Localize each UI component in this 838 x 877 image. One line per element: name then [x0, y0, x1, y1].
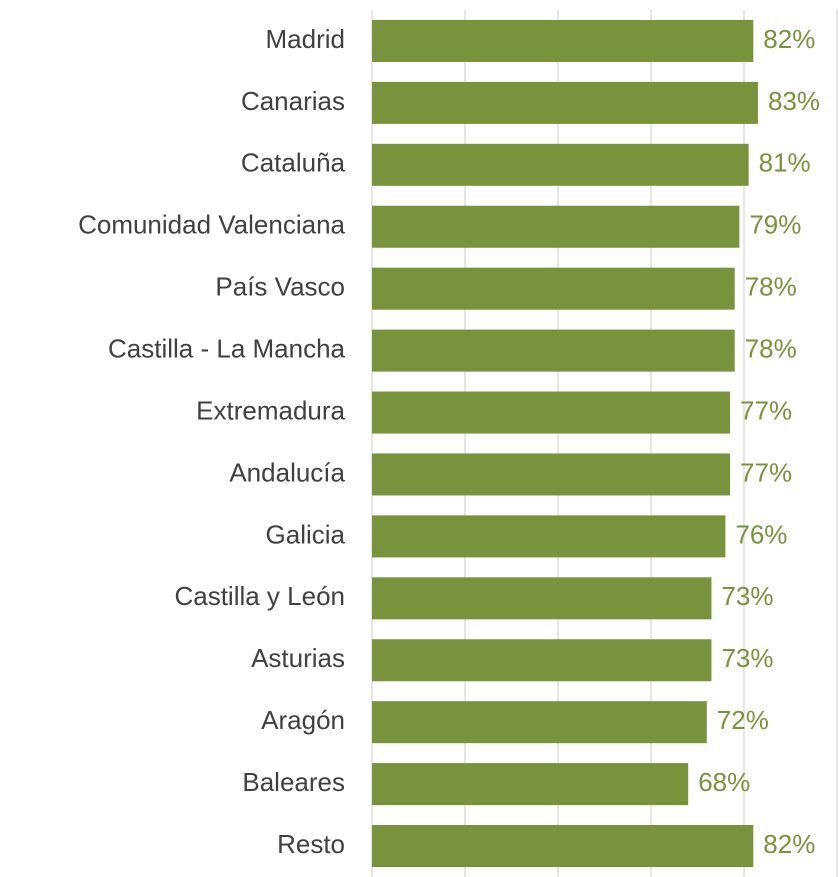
- category-label: Madrid: [266, 24, 345, 54]
- bar: [372, 577, 712, 620]
- bar: [372, 81, 758, 124]
- bar: [372, 205, 740, 248]
- bar: [372, 19, 754, 62]
- value-label: 78%: [745, 333, 797, 363]
- bar: [372, 639, 712, 682]
- value-label: 72%: [717, 705, 769, 735]
- bar: [372, 701, 707, 744]
- category-label: Asturias: [251, 643, 345, 673]
- bar: [372, 329, 735, 372]
- bar: [372, 267, 735, 310]
- value-label: 78%: [745, 272, 797, 302]
- value-label: 73%: [721, 581, 773, 611]
- category-label: Castilla - La Mancha: [108, 333, 346, 363]
- value-label: 83%: [768, 86, 820, 116]
- bar: [372, 825, 754, 868]
- category-label: Castilla y León: [174, 581, 345, 611]
- category-label: Galicia: [266, 519, 346, 549]
- category-label: País Vasco: [215, 272, 345, 302]
- category-label: Baleares: [242, 767, 345, 797]
- value-label: 77%: [740, 395, 792, 425]
- category-label: Resto: [277, 829, 345, 859]
- category-label: Canarias: [241, 86, 345, 116]
- value-label: 82%: [763, 829, 815, 859]
- category-label: Comunidad Valenciana: [78, 210, 345, 240]
- category-label: Extremadura: [196, 395, 345, 425]
- category-label: Cataluña: [241, 148, 346, 178]
- value-label: 76%: [735, 519, 787, 549]
- value-label: 79%: [749, 210, 801, 240]
- bar: [372, 515, 726, 558]
- bar: [372, 143, 749, 186]
- bar: [372, 453, 731, 496]
- value-label: 68%: [698, 767, 750, 797]
- bar: [372, 391, 731, 434]
- category-label: Andalucía: [229, 457, 345, 487]
- category-label: Aragón: [261, 705, 345, 735]
- value-label: 82%: [763, 24, 815, 54]
- value-label: 73%: [721, 643, 773, 673]
- value-label: 81%: [759, 148, 811, 178]
- bar: [372, 763, 689, 806]
- value-label: 77%: [740, 457, 792, 487]
